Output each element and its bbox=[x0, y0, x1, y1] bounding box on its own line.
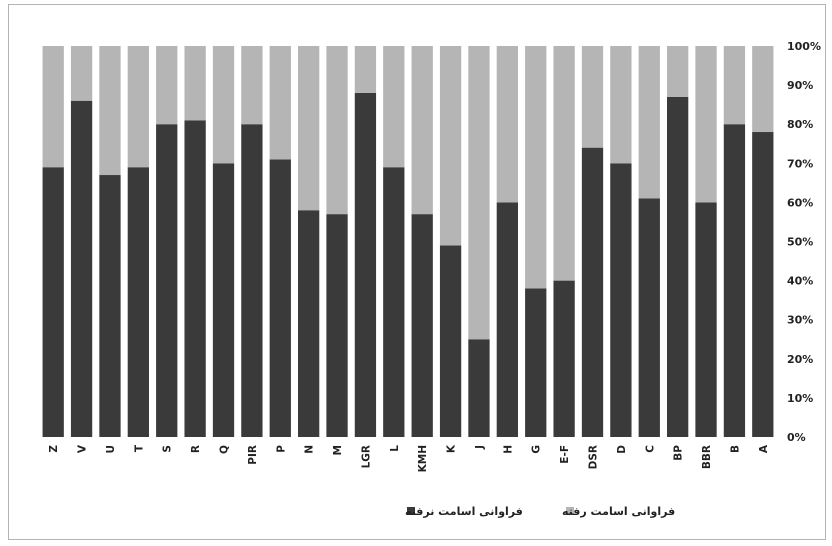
stacked-bar-chart: 0% 10% 20% 30% 40% 50% 60% 70% 80% 90% 100% Z V U T S R… bbox=[42, 40, 821, 518]
y-tick-label-70pct: 70% bbox=[787, 157, 813, 170]
x-tick-label-PIR: PIR bbox=[247, 445, 259, 465]
legend-label-not-gone: فراوانی اسامت نرفته bbox=[405, 505, 523, 518]
x-tick-label-S: S bbox=[162, 445, 174, 453]
bar-gone-C bbox=[638, 46, 660, 199]
legend-label-gone: فراوانی اسامت رفته bbox=[562, 505, 675, 518]
x-tick-label-Z: Z bbox=[48, 445, 60, 453]
bar-gone-Q bbox=[212, 46, 235, 164]
bar-not-gone-L bbox=[383, 167, 405, 437]
bar-not-gone-BBR bbox=[695, 202, 717, 437]
y-tick-label-0pct: 0% bbox=[787, 431, 806, 444]
bar-gone-PIR bbox=[241, 46, 263, 125]
bar-not-gone-J bbox=[468, 339, 490, 437]
bar-gone-E-F bbox=[553, 46, 575, 281]
bar-not-gone-PIR bbox=[241, 124, 263, 437]
bar-gone-D bbox=[610, 46, 632, 164]
x-tick-label-BBR: BBR bbox=[701, 445, 713, 469]
bar-gone-J bbox=[468, 46, 490, 340]
bar-gone-BBR bbox=[695, 46, 717, 203]
bar-gone-KMH bbox=[411, 46, 433, 215]
x-tick-label-Q: Q bbox=[219, 445, 231, 454]
bar-gone-H bbox=[496, 46, 518, 203]
bar-not-gone-E-F bbox=[553, 280, 575, 437]
y-tick-label-10pct: 10% bbox=[787, 392, 813, 405]
bar-gone-U bbox=[99, 46, 121, 176]
y-tick-label-60pct: 60% bbox=[787, 196, 813, 209]
x-tick-label-D: D bbox=[616, 445, 628, 454]
y-tick-label-40pct: 40% bbox=[787, 275, 813, 288]
bar-gone-V bbox=[70, 46, 93, 101]
bar-not-gone-BP bbox=[667, 96, 689, 437]
x-tick-label-V: V bbox=[77, 444, 89, 453]
x-tick-label-N: N bbox=[304, 445, 316, 454]
x-tick-label-KMH: KMH bbox=[417, 445, 429, 472]
y-tick-label-50pct: 50% bbox=[787, 236, 813, 249]
x-tick-label-A: A bbox=[758, 444, 770, 453]
bar-not-gone-N bbox=[298, 210, 320, 437]
y-tick-label-100pct: 100% bbox=[787, 40, 821, 53]
x-tick-label-C: C bbox=[644, 445, 656, 453]
x-tick-label-U: U bbox=[105, 445, 117, 454]
bar-gone-BP bbox=[667, 46, 689, 97]
bar-gone-B bbox=[723, 46, 746, 125]
y-tick-label-30pct: 30% bbox=[787, 314, 813, 327]
legend: فراوانی اسامت نرفته فراوانی اسامت رفته bbox=[405, 505, 675, 518]
bar-not-gone-H bbox=[496, 202, 518, 437]
bar-gone-Z bbox=[42, 46, 64, 168]
y-axis: 0% 10% 20% 30% 40% 50% 60% 70% 80% 90% 100% bbox=[787, 40, 821, 444]
bar-gone-R bbox=[184, 46, 206, 121]
bar-not-gone-Z bbox=[42, 167, 64, 437]
bar-not-gone-C bbox=[638, 198, 660, 437]
bar-not-gone-S bbox=[156, 124, 178, 437]
bars-group bbox=[42, 46, 774, 438]
legend-swatch-not-gone bbox=[407, 507, 415, 515]
x-tick-label-T: T bbox=[133, 444, 145, 452]
bar-not-gone-P bbox=[269, 159, 291, 437]
bar-not-gone-G bbox=[525, 288, 547, 437]
x-tick-label-K: K bbox=[446, 444, 458, 453]
bar-not-gone-LGR bbox=[354, 92, 377, 438]
bar-not-gone-B bbox=[723, 124, 746, 437]
chart-frame: 0% 10% 20% 30% 40% 50% 60% 70% 80% 90% 100% Z V U T S R… bbox=[8, 4, 826, 540]
bar-not-gone-R bbox=[184, 120, 206, 437]
x-tick-label-E-F: E-F bbox=[559, 445, 571, 464]
bar-not-gone-M bbox=[326, 214, 348, 437]
bar-gone-S bbox=[156, 46, 178, 125]
x-tick-label-G: G bbox=[531, 445, 543, 454]
x-tick-label-DSR: DSR bbox=[588, 445, 600, 469]
x-tick-label-B: B bbox=[729, 445, 741, 453]
bar-gone-G bbox=[525, 46, 547, 289]
bar-not-gone-V bbox=[70, 100, 93, 438]
legend-swatch-gone bbox=[566, 507, 574, 515]
bar-gone-M bbox=[326, 46, 348, 215]
bar-not-gone-T bbox=[127, 167, 149, 437]
bar-gone-LGR bbox=[354, 46, 377, 93]
x-tick-label-LGR: LGR bbox=[360, 445, 372, 468]
bar-not-gone-DSR bbox=[581, 147, 604, 437]
bar-gone-N bbox=[298, 46, 320, 211]
bar-not-gone-Q bbox=[212, 163, 235, 438]
bar-not-gone-A bbox=[752, 132, 774, 437]
y-tick-label-90pct: 90% bbox=[787, 79, 813, 92]
bar-gone-P bbox=[269, 46, 291, 160]
bar-not-gone-U bbox=[99, 175, 121, 437]
x-tick-label-R: R bbox=[190, 445, 202, 453]
bar-not-gone-K bbox=[439, 245, 462, 437]
bar-gone-T bbox=[127, 46, 149, 168]
x-tick-label-H: H bbox=[502, 445, 514, 454]
y-tick-label-20pct: 20% bbox=[787, 353, 813, 366]
bar-gone-L bbox=[383, 46, 405, 168]
y-tick-label-80pct: 80% bbox=[787, 118, 813, 131]
bar-gone-K bbox=[439, 46, 462, 246]
bar-gone-A bbox=[752, 46, 774, 133]
x-tick-label-M: M bbox=[332, 445, 344, 455]
x-tick-label-J: J bbox=[474, 445, 486, 450]
bar-gone-DSR bbox=[581, 46, 604, 148]
bar-not-gone-D bbox=[610, 163, 632, 438]
x-axis: Z V U T S R Q PIR P N M LGR L KMH K J H G E-F DSR D C BP BBR B A bbox=[48, 444, 770, 472]
x-tick-label-P: P bbox=[275, 445, 287, 453]
x-tick-label-L: L bbox=[389, 445, 401, 452]
x-tick-label-BP: BP bbox=[673, 445, 685, 461]
bar-not-gone-KMH bbox=[411, 214, 433, 437]
